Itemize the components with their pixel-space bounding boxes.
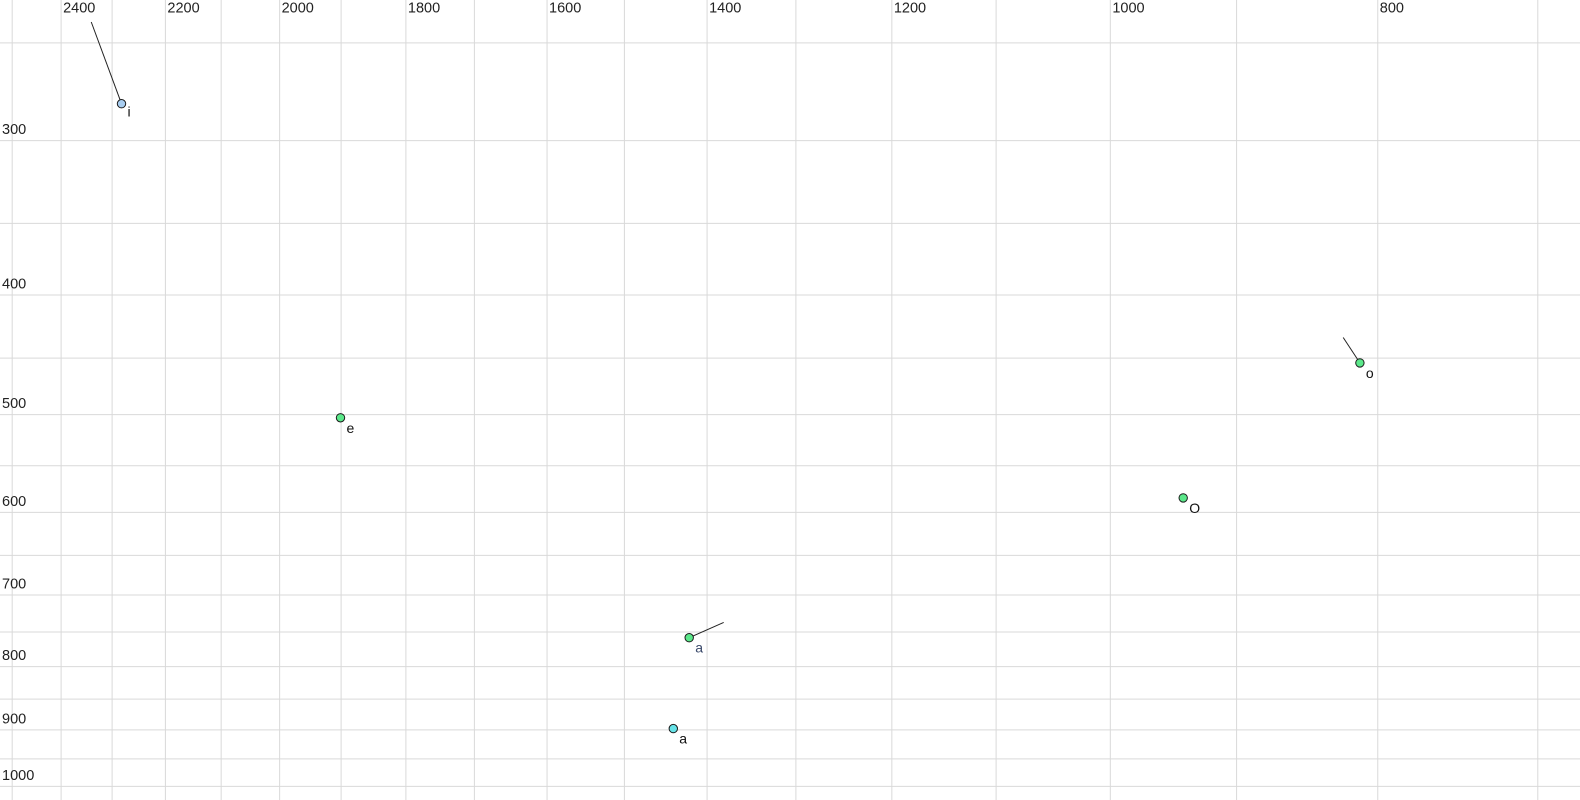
svg-text:1600: 1600	[549, 1, 581, 17]
svg-text:O: O	[1189, 500, 1200, 516]
svg-text:700: 700	[2, 577, 26, 593]
svg-text:a: a	[679, 731, 687, 747]
svg-text:o: o	[1366, 365, 1374, 381]
svg-text:800: 800	[1380, 1, 1404, 17]
svg-text:1000: 1000	[2, 768, 34, 784]
svg-text:300: 300	[2, 122, 26, 138]
svg-text:600: 600	[2, 494, 26, 510]
svg-text:500: 500	[2, 396, 26, 412]
svg-text:2400: 2400	[63, 1, 95, 17]
svg-text:900: 900	[2, 711, 26, 727]
svg-text:1000: 1000	[1112, 1, 1144, 17]
svg-text:1400: 1400	[709, 1, 741, 17]
svg-text:a: a	[695, 640, 703, 656]
svg-text:i: i	[128, 104, 131, 120]
svg-text:400: 400	[2, 276, 26, 292]
svg-text:2000: 2000	[282, 1, 314, 17]
svg-text:e: e	[347, 420, 355, 436]
svg-text:2200: 2200	[167, 1, 199, 17]
svg-text:800: 800	[2, 648, 26, 664]
svg-text:1800: 1800	[408, 1, 440, 17]
svg-text:1200: 1200	[894, 1, 926, 17]
